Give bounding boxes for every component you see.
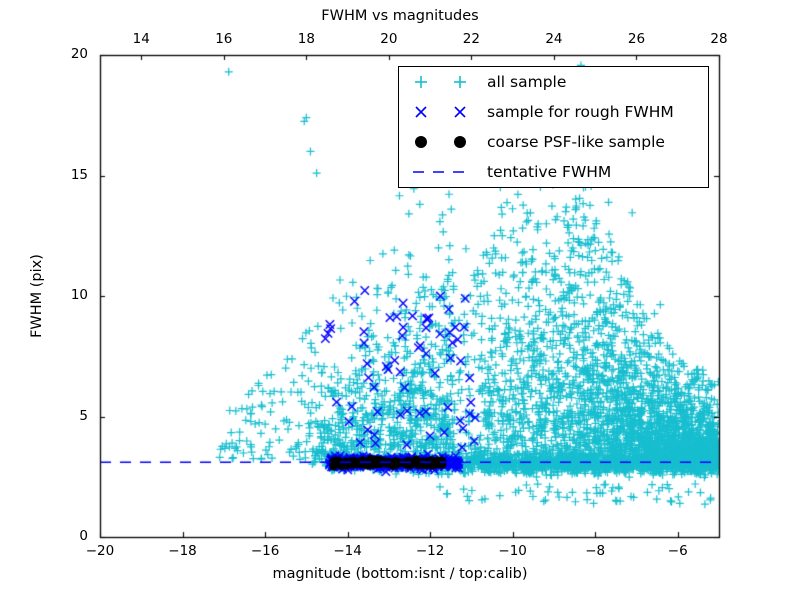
x-tick-label: −18 (168, 543, 197, 559)
top-tick-label: 14 (132, 31, 150, 47)
y-tick-label: 20 (70, 46, 88, 62)
y-tick-label: 0 (79, 528, 88, 544)
legend-entry-coarse-psf: coarse PSF-like sample (399, 127, 708, 157)
legend-marker-x-icon (399, 97, 487, 127)
y-tick-label: 10 (70, 287, 88, 303)
legend-label-coarse-psf: coarse PSF-like sample (487, 133, 665, 151)
top-tick-label: 18 (297, 31, 315, 47)
top-tick-label: 20 (380, 31, 398, 47)
chart-title: FWHM vs magnitudes (321, 8, 479, 24)
top-tick-label: 28 (710, 31, 728, 47)
top-tick-label: 16 (215, 31, 233, 47)
x-tick-label: −8 (585, 543, 606, 559)
legend-label-tentative-fwhm: tentative FWHM (487, 163, 612, 181)
x-tick-label: −10 (498, 543, 527, 559)
top-tick-label: 26 (627, 31, 646, 47)
legend-label-all-sample: all sample (487, 73, 567, 91)
x-tick-label: −14 (333, 543, 362, 559)
top-tick-label: 24 (545, 31, 563, 47)
y-tick-label: 15 (70, 166, 88, 183)
legend-entry-tentative-fwhm: tentative FWHM (399, 157, 708, 187)
legend-marker-dashed-line-icon (399, 157, 487, 187)
x-axis-label: magnitude (bottom:isnt / top:calib) (272, 566, 528, 582)
y-tick-label: 5 (79, 407, 88, 424)
legend-entry-rough-fwhm: sample for rough FWHM (399, 97, 708, 127)
legend-entry-all-sample: all sample (399, 67, 708, 97)
x-tick-label: −16 (250, 543, 280, 559)
x-tick-label: −20 (85, 543, 115, 559)
legend: all sample sample for rough FWHM (398, 66, 709, 188)
legend-label-rough-fwhm: sample for rough FWHM (487, 103, 674, 121)
legend-marker-plus-icon (399, 67, 487, 97)
x-tick-label: −12 (415, 543, 445, 559)
top-tick-label: 22 (462, 31, 480, 47)
legend-marker-circle-icon (399, 127, 487, 157)
x-tick-label: −6 (667, 543, 688, 559)
